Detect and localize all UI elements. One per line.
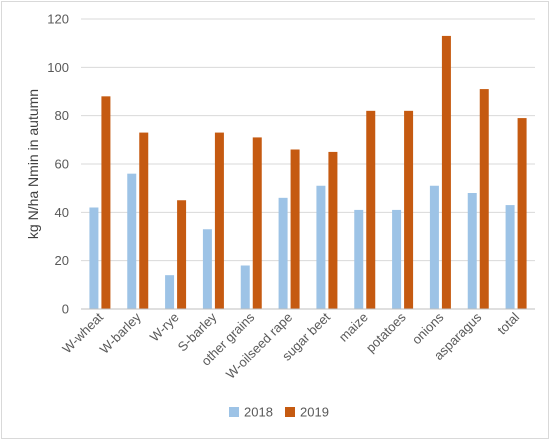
legend-label-2019: 2019 [300,405,329,420]
bar-2019-9 [441,35,451,310]
bar-2018-6 [316,185,326,309]
bar-2019-1 [139,132,149,309]
bar-2019-4 [252,137,262,309]
x-tick-label: maize [336,310,371,345]
bar-2018-1 [127,173,137,309]
y-axis-title: kg N/ha Nmin in autumn [25,89,41,239]
bar-2019-3 [214,132,224,309]
bar-2018-2 [165,275,175,309]
y-tick-label: 20 [55,253,69,268]
bar-2018-10 [467,193,477,309]
legend-label-2018: 2018 [244,405,273,420]
bar-2019-5 [290,149,300,309]
bar-2019-0 [101,96,111,309]
x-tick-label: W-oilseed rape [223,310,295,382]
bar-2019-6 [328,151,338,309]
x-tick-label: W-rye [147,310,182,345]
bar-2019-8 [404,110,414,309]
x-tick-label: potatoes [363,309,409,355]
y-tick-label: 100 [47,60,69,75]
bar-2018-5 [278,197,288,309]
bar-2018-9 [429,185,439,309]
y-tick-label: 60 [55,157,69,172]
y-tick-label: 40 [55,205,69,220]
bar-2019-7 [366,110,376,309]
bar-2018-0 [89,207,99,309]
bar-2018-4 [240,265,250,309]
bars [89,35,527,310]
y-tick-label: 120 [47,12,69,27]
y-tick-label: 80 [55,108,69,123]
gridlines [81,18,535,262]
x-tick-label: W-barley [97,309,145,357]
bar-2018-8 [392,209,402,309]
legend-swatch-2019 [285,407,295,417]
bar-2018-3 [202,229,212,309]
y-axis-ticks: 0 20 40 60 80 100 120 [47,12,69,317]
y-tick-label: 0 [62,302,69,317]
bar-2019-11 [517,118,527,309]
bar-2019-2 [177,200,187,309]
bar-2018-11 [505,205,515,309]
bar-2019-10 [479,89,489,309]
bar-2018-7 [354,209,364,309]
legend-swatch-2018 [229,407,239,417]
legend: 2018 2019 [229,405,329,420]
x-tick-label: total [494,309,522,337]
